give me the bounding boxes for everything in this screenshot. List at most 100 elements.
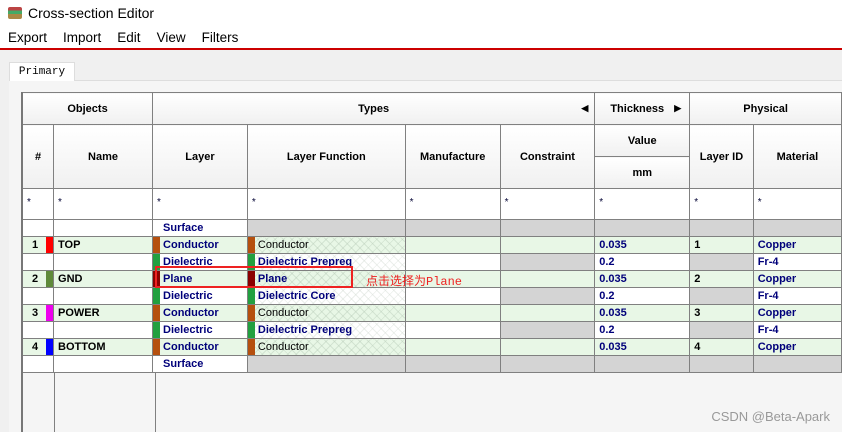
cell-constraint[interactable] <box>499 253 596 271</box>
cell-name[interactable]: GND <box>53 270 154 288</box>
tab-primary[interactable]: Primary <box>9 62 75 81</box>
cell-layer[interactable]: Surface <box>152 355 248 373</box>
col-layer-function[interactable]: Layer Function <box>246 124 406 189</box>
cell-layer-id[interactable]: 4 <box>689 338 754 356</box>
menu-export[interactable]: Export <box>8 29 48 45</box>
cell-thickness[interactable]: 0.035 <box>594 236 691 254</box>
layer-color-swatch[interactable] <box>46 339 53 355</box>
cell-constraint[interactable] <box>499 287 596 305</box>
filter-name[interactable]: * <box>53 188 154 220</box>
cell-thickness[interactable]: 0.2 <box>594 253 691 271</box>
col-layer[interactable]: Layer <box>152 124 248 189</box>
cell-material[interactable]: Copper <box>752 338 842 356</box>
cell-constraint[interactable] <box>499 338 596 356</box>
table-row[interactable]: 2 GND Plane Plane 0.035 2 Copper <box>21 270 842 288</box>
cell-manufacture[interactable] <box>404 236 501 254</box>
cell-layer-function[interactable]: Conductor <box>246 236 406 254</box>
layer-color-swatch[interactable] <box>46 271 53 287</box>
cell-layer-id[interactable]: 3 <box>689 304 754 322</box>
cell-layer-function[interactable]: Dielectric Prepreg <box>246 321 406 339</box>
table-row[interactable]: Surface <box>21 219 842 237</box>
cell-thickness[interactable]: 0.2 <box>594 287 691 305</box>
cell-material[interactable]: Copper <box>752 270 842 288</box>
cell-material[interactable]: Fr-4 <box>752 253 842 271</box>
cell-constraint[interactable] <box>499 219 596 237</box>
cell-layer-function[interactable] <box>246 219 406 237</box>
layer-color-swatch[interactable] <box>46 305 53 321</box>
cell-constraint[interactable] <box>499 355 596 373</box>
cell-name[interactable]: TOP <box>53 236 154 254</box>
cell-layer-id[interactable] <box>689 287 754 305</box>
col-num[interactable]: # <box>21 124 55 189</box>
filter-constraint[interactable]: * <box>499 188 596 220</box>
cell-layer-function[interactable]: Conductor <box>246 338 406 356</box>
cell-constraint[interactable] <box>499 304 596 322</box>
menu-edit[interactable]: Edit <box>117 29 141 45</box>
cell-layer-function[interactable]: Conductor <box>246 304 406 322</box>
header-thickness[interactable]: Thickness ▶ <box>594 92 691 125</box>
col-value[interactable]: Value <box>594 124 691 157</box>
cell-material[interactable]: Fr-4 <box>752 321 842 339</box>
cell-material[interactable] <box>752 355 842 373</box>
cell-manufacture[interactable] <box>404 321 501 339</box>
cell-layer-id[interactable]: 2 <box>689 270 754 288</box>
cell-name[interactable] <box>53 219 154 237</box>
col-constraint[interactable]: Constraint <box>499 124 596 189</box>
filter-num[interactable]: * <box>21 188 55 220</box>
table-row[interactable]: Dielectric Dielectric Prepreg 0.2 Fr-4 <box>21 321 842 339</box>
cell-material[interactable]: Fr-4 <box>752 287 842 305</box>
cell-layer[interactable]: Conductor <box>152 338 248 356</box>
filter-layer-function[interactable]: * <box>246 188 406 220</box>
table-row[interactable]: 1 TOP Conductor Conductor 0.035 1 Copper <box>21 236 842 254</box>
menu-filters[interactable]: Filters <box>201 29 239 45</box>
cell-thickness[interactable]: 0.035 <box>594 338 691 356</box>
cell-layer-id[interactable] <box>689 321 754 339</box>
filter-material[interactable]: * <box>752 188 842 220</box>
table-row[interactable]: Surface <box>21 355 842 373</box>
cell-manufacture[interactable] <box>404 219 501 237</box>
cell-constraint[interactable] <box>499 321 596 339</box>
filter-layer[interactable]: * <box>152 188 248 220</box>
cell-layer-id[interactable]: 1 <box>689 236 754 254</box>
table-row[interactable]: Dielectric Dielectric Prepreg 0.2 Fr-4 <box>21 253 842 271</box>
cell-layer[interactable]: Surface <box>152 219 248 237</box>
cell-layer[interactable]: Conductor <box>152 236 248 254</box>
cell-thickness[interactable]: 0.035 <box>594 304 691 322</box>
collapse-left-icon[interactable]: ◀ <box>581 103 589 113</box>
cell-manufacture[interactable] <box>404 304 501 322</box>
cell-name[interactable]: BOTTOM <box>53 338 154 356</box>
cell-material[interactable]: Copper <box>752 304 842 322</box>
cell-name[interactable] <box>53 287 154 305</box>
cell-name[interactable] <box>53 253 154 271</box>
filter-layer-id[interactable]: * <box>689 188 754 220</box>
cell-name[interactable] <box>53 321 154 339</box>
table-row[interactable]: Dielectric Dielectric Core 0.2 Fr-4 <box>21 287 842 305</box>
menu-view[interactable]: View <box>156 29 186 45</box>
cell-layer-function[interactable] <box>246 355 406 373</box>
filter-manufacture[interactable]: * <box>404 188 501 220</box>
expand-right-icon[interactable]: ▶ <box>674 103 682 113</box>
cell-layer[interactable]: Dielectric <box>152 321 248 339</box>
cell-manufacture[interactable] <box>404 287 501 305</box>
cell-layer[interactable]: Plane <box>152 270 248 288</box>
cell-material[interactable] <box>752 219 842 237</box>
table-row[interactable]: 3 POWER Conductor Conductor 0.035 3 Copper <box>21 304 842 322</box>
cell-thickness[interactable]: 0.035 <box>594 270 691 288</box>
cell-layer[interactable]: Dielectric <box>152 287 248 305</box>
cell-material[interactable]: Copper <box>752 236 842 254</box>
cell-name[interactable] <box>53 355 154 373</box>
layer-color-swatch[interactable] <box>46 237 53 253</box>
cell-layer[interactable]: Conductor <box>152 304 248 322</box>
cell-manufacture[interactable] <box>404 338 501 356</box>
cell-manufacture[interactable] <box>404 355 501 373</box>
cell-layer-id[interactable] <box>689 219 754 237</box>
table-row[interactable]: 4 BOTTOM Conductor Conductor 0.035 4 Copper <box>21 338 842 356</box>
col-layer-id[interactable]: Layer ID <box>689 124 754 189</box>
menu-import[interactable]: Import <box>63 29 102 45</box>
col-material[interactable]: Material <box>752 124 842 189</box>
cell-thickness[interactable] <box>594 355 691 373</box>
cell-thickness[interactable] <box>594 219 691 237</box>
header-types[interactable]: Types ◀ <box>152 92 596 125</box>
cell-layer-id[interactable] <box>689 355 754 373</box>
cell-manufacture[interactable] <box>404 253 501 271</box>
